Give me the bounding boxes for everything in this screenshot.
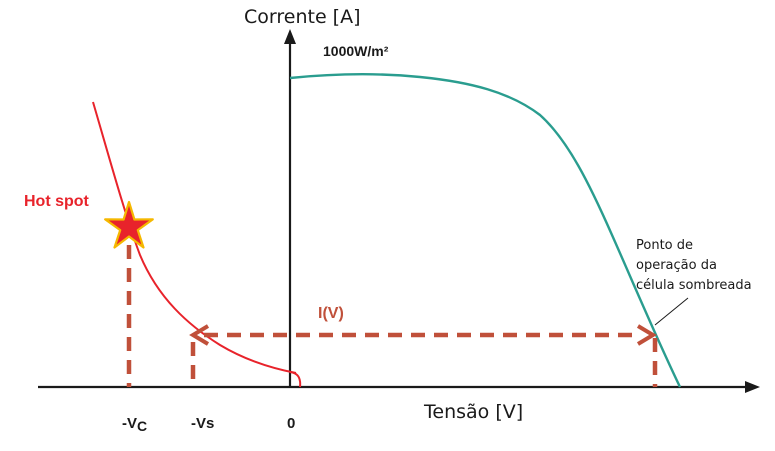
annotation-line-2: operação da [636,258,717,273]
tick-vc: -VC [122,415,147,434]
tick-zero: 0 [287,415,295,432]
y-axis-arrow [284,29,296,44]
irradiance-label: 1000W/m² [323,43,389,59]
iv-arrow-right-icon [636,324,657,346]
reverse-bias-curve [92,101,297,374]
reverse-bias-curve-tail [289,371,302,388]
y-axis-label: Corrente [A] [244,6,361,28]
annotation-line-3: célula sombreada [636,278,752,293]
tick-vs: -Vs [191,415,214,432]
hot-spot-star-icon [104,200,154,249]
x-axis-label: Tensão [V] [423,401,523,423]
hot-spot-label: Hot spot [24,193,90,210]
iv-arrow-left-icon [189,324,210,346]
annotation-line-1: Ponto de [636,238,693,253]
x-axis-arrow [745,381,760,393]
tick-vc-main: -V [122,415,137,432]
tick-vc-sub: C [137,418,147,434]
iv-label: I(V) [318,305,344,322]
module-iv-curve [289,72,682,388]
annotation-pointer [654,297,689,326]
